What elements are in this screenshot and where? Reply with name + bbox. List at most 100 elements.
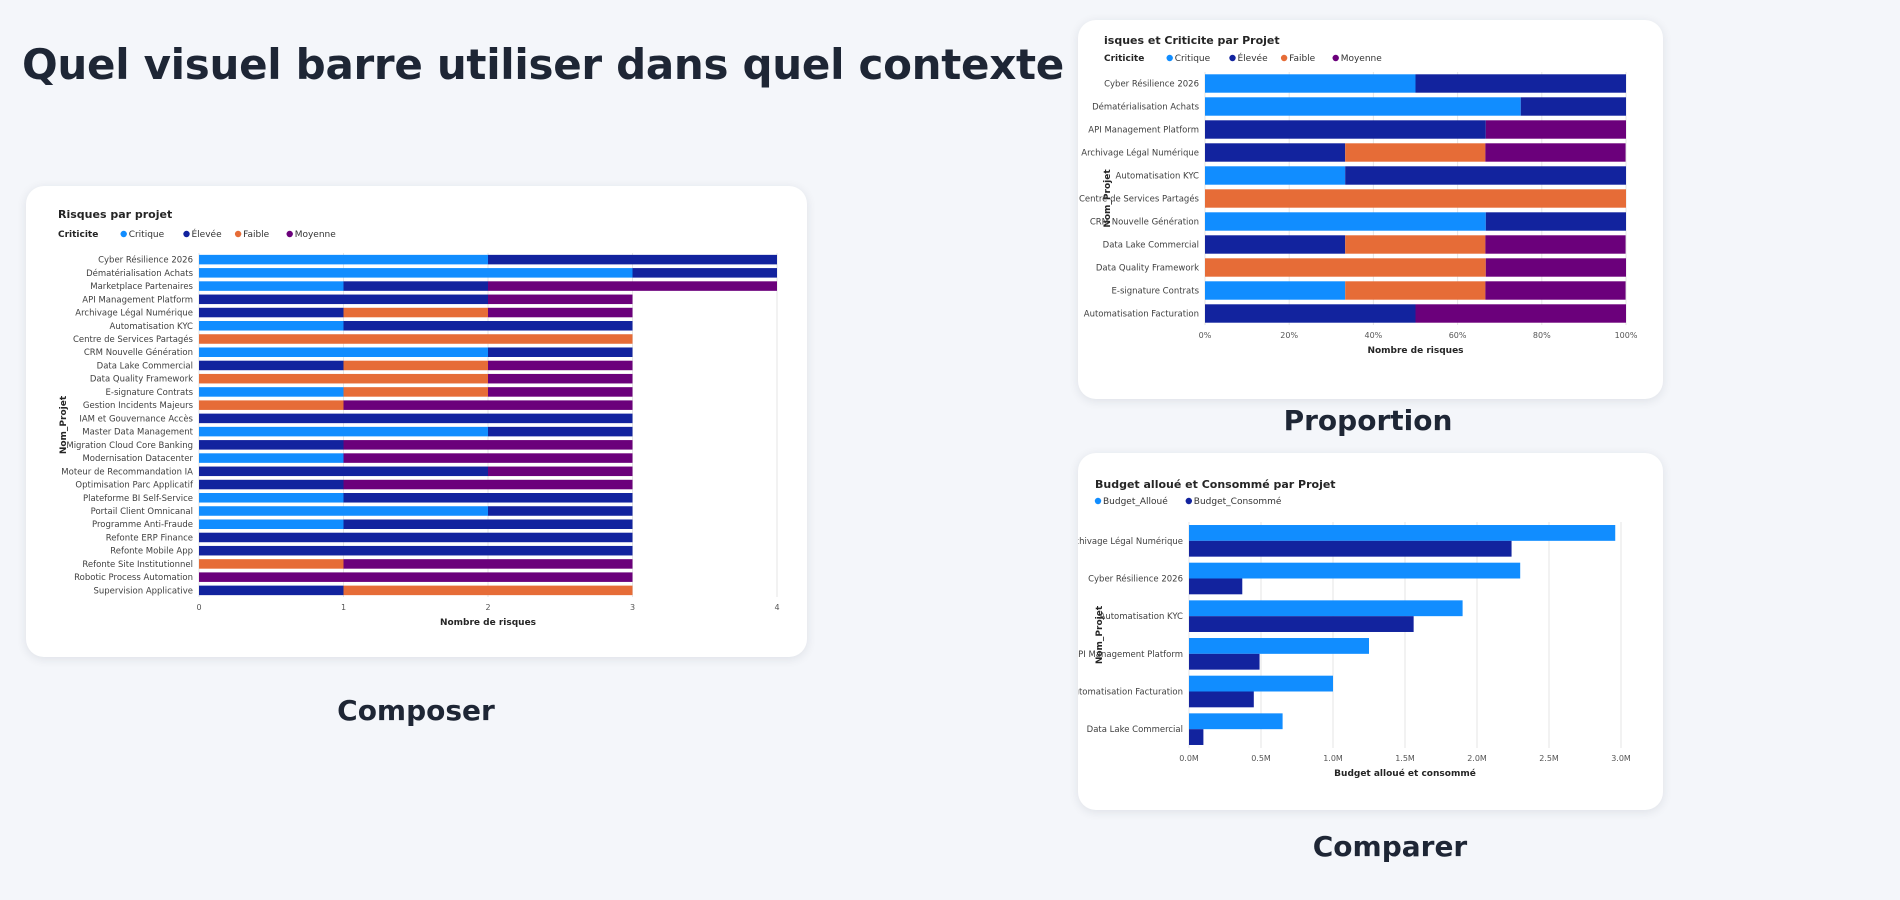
bar-budget-alloue [1189, 525, 1616, 541]
bar-segment-elevee [632, 268, 777, 278]
y-axis-title: Nom_Projet [59, 395, 69, 454]
category-label: Optimisation Parc Applicatif [75, 481, 194, 491]
bar-segment-elevee [343, 321, 633, 331]
bar-segment-elevee [1205, 235, 1346, 254]
bar-segment-critique [1205, 97, 1521, 116]
bar-segment-faible [343, 387, 488, 397]
bar-segment-faible [1205, 258, 1486, 277]
bar-segment-elevee [1520, 97, 1626, 116]
bar-budget-alloue [1189, 713, 1283, 730]
category-label: Portail Client Omnicanal [91, 507, 193, 517]
legend-label-critique: Critique [1175, 54, 1211, 64]
category-label: Refonte Mobile App [110, 547, 193, 557]
legend-marker-critique [120, 230, 127, 238]
legend-label-critique: Critique [129, 230, 165, 240]
bar-segment-critique [199, 493, 344, 503]
bar-segment-faible [199, 400, 344, 410]
category-label: IAM et Gouvernance Accès [79, 413, 193, 424]
category-label: Data Quality Framework [90, 375, 193, 385]
x-tick-label: 60% [1449, 331, 1467, 340]
bar-segment-critique [1205, 212, 1486, 231]
category-label: Archivage Légal Numérique [1081, 148, 1199, 159]
bar-budget-consomme [1189, 616, 1414, 632]
category-label: Dématérialisation Achats [86, 268, 194, 279]
category-label: API Management Platform [82, 295, 193, 305]
category-label: API Management Platform [1088, 126, 1199, 136]
x-tick-label: 1.5M [1395, 754, 1415, 763]
category-label: Dématérialisation Achats [1092, 102, 1200, 113]
x-tick-label: 2 [485, 603, 490, 612]
bar-segment-moyenne [488, 387, 633, 397]
legend-label-moyenne: Moyenne [1341, 54, 1383, 64]
bar-segment-critique [199, 519, 344, 529]
bar-segment-elevee [488, 347, 633, 357]
bar-segment-moyenne [488, 360, 633, 371]
category-label: Refonte ERP Finance [106, 533, 193, 543]
bar-segment-moyenne [1485, 235, 1626, 254]
comparer-clustered-bar-chart: Budget alloué et Consommé par Projet Budg… [1078, 478, 1631, 779]
category-label: Programme Anti-Fraude [92, 520, 193, 530]
bar-segment-moyenne [488, 281, 777, 291]
x-tick-label: 80% [1533, 331, 1551, 340]
bar-segment-moyenne [343, 400, 633, 410]
bar-segment-faible [343, 307, 488, 318]
category-label: Migration Cloud Core Banking [66, 441, 193, 451]
bar-segment-elevee [343, 281, 488, 291]
x-tick-label: 40% [1365, 331, 1383, 340]
bar-segment-elevee [488, 506, 633, 516]
bar-segment-critique [199, 321, 344, 331]
legend-label-faible: Faible [1289, 54, 1316, 64]
legend-label-elevee: Élevée [192, 228, 223, 240]
bar-segment-moyenne [1485, 120, 1626, 139]
bar-segment-faible [343, 360, 488, 371]
category-label: Data Lake Commercial [97, 361, 193, 371]
category-label: E-signature Contrats [1112, 287, 1200, 297]
bar-segment-faible [199, 559, 344, 569]
bar-budget-consomme [1189, 540, 1512, 557]
x-tick-label: 4 [774, 603, 779, 612]
category-label: Centre de Services Partagés [73, 334, 194, 345]
legend-marker-faible [234, 230, 242, 238]
category-label: Automatisation KYC [1100, 612, 1184, 622]
legend-marker-moyenne [286, 230, 293, 238]
legend-label-faible: Faible [243, 230, 270, 240]
category-label: Modernisation Datacenter [82, 454, 193, 464]
bar-segment-moyenne [1485, 143, 1626, 162]
bar-segment-moyenne [343, 440, 633, 450]
category-label: Robotic Process Automation [74, 573, 193, 583]
legend-marker-budget-alloue [1094, 497, 1102, 505]
bar-segment-critique [199, 387, 344, 397]
bar-segment-elevee [199, 585, 344, 596]
bar-segment-elevee [343, 519, 633, 529]
bar-segment-critique [199, 281, 344, 291]
chart-title: Risques par projet [58, 208, 172, 221]
bar-segment-moyenne [1415, 304, 1626, 323]
bar-budget-alloue [1189, 638, 1369, 654]
bar-segment-critique [199, 268, 633, 278]
composer-chart-card: Risques par projet Criticite Critique Élevé… [26, 186, 807, 657]
bar-segment-moyenne [1485, 258, 1626, 277]
category-label: CRM Nouvelle Génération [84, 347, 193, 358]
comparer-chart-card: Budget alloué et Consommé par Projet Budg… [1078, 453, 1663, 810]
bar-segment-moyenne [199, 572, 633, 582]
bar-segment-critique [1205, 74, 1416, 93]
bar-segment-elevee [199, 479, 344, 490]
bar-segment-elevee [199, 466, 488, 477]
category-label: CRM Nouvelle Génération [1090, 217, 1199, 228]
bar-segment-faible [1345, 143, 1486, 162]
chart-title: Budget alloué et Consommé par Projet [1095, 478, 1336, 491]
bar-segment-elevee [199, 360, 344, 371]
legend-title: Criticite [58, 230, 98, 240]
legend-marker-elevee [1229, 54, 1236, 62]
bar-segment-faible [199, 334, 633, 344]
caption-composer: Composer [337, 694, 495, 727]
category-label: API Management Platform [1078, 650, 1183, 660]
x-tick-label: 3.0M [1611, 754, 1631, 763]
x-axis-title: Budget alloué et consommé [1334, 768, 1476, 779]
bar-budget-alloue [1189, 675, 1333, 692]
category-label: Data Quality Framework [1096, 264, 1199, 274]
category-label: Data Lake Commercial [1087, 725, 1183, 735]
page-title: Quel visuel barre utiliser dans quel con… [22, 40, 1064, 89]
bar-segment-moyenne [488, 373, 633, 384]
category-label: Marketplace Partenaires [90, 282, 193, 292]
